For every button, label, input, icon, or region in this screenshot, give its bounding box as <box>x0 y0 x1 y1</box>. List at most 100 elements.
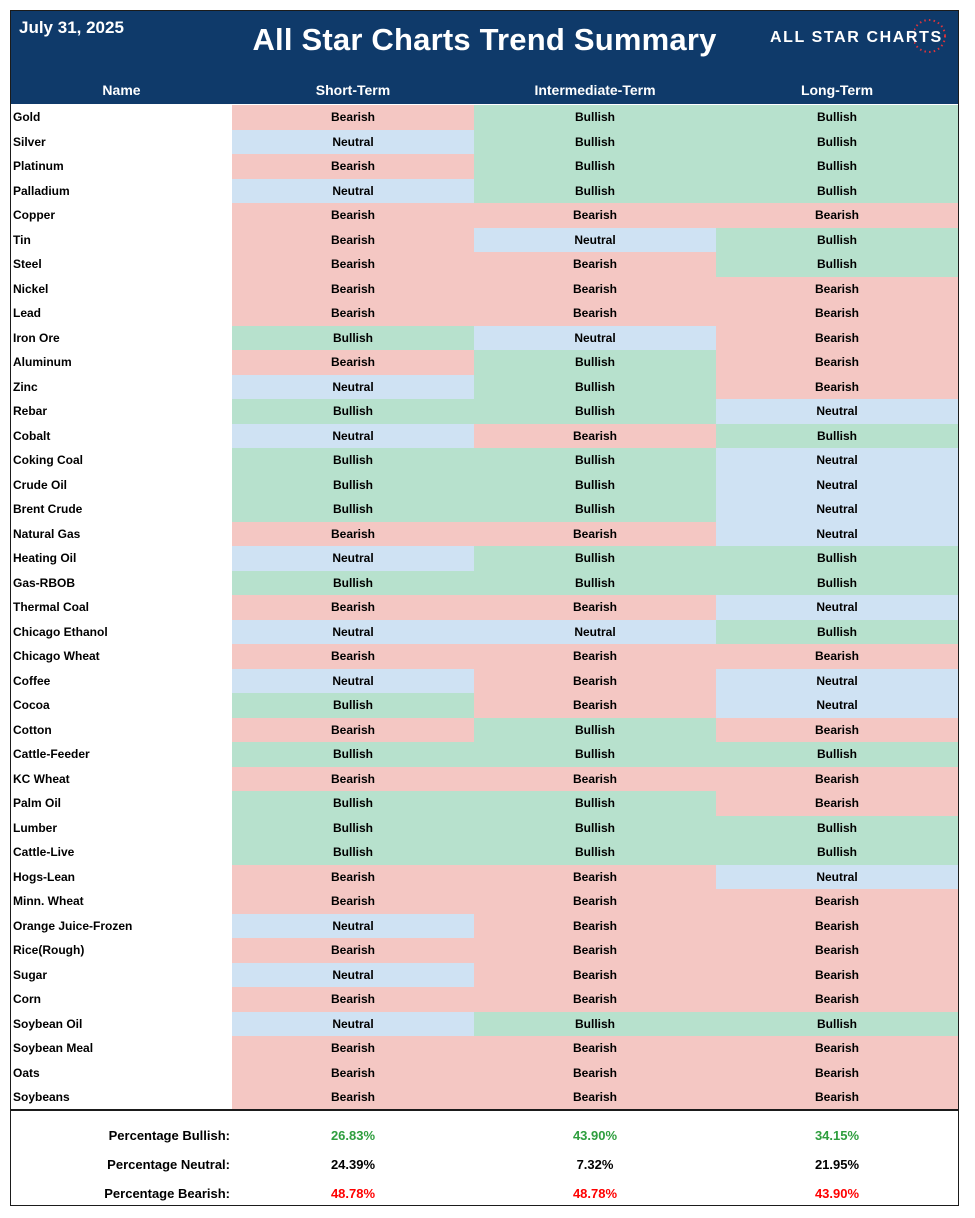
intermediate-term-trend: Bearish <box>474 962 716 987</box>
intermediate-term-trend: Bullish <box>474 742 716 767</box>
long-term-trend: Bearish <box>716 325 958 350</box>
commodity-name: Brent Crude <box>11 497 232 522</box>
long-term-trend: Bearish <box>716 374 958 399</box>
summary-label: Percentage Neutral: <box>107 1157 230 1172</box>
short-term-trend: Bullish <box>232 448 474 473</box>
commodity-name: Chicago Ethanol <box>11 619 232 644</box>
commodity-name: Soybeans <box>11 1085 232 1110</box>
table-row: Chicago Wheat Bearish Bearish Bearish <box>11 644 958 669</box>
long-term-trend: Bullish <box>716 105 958 130</box>
table-row: Cattle-Live Bullish Bullish Bullish <box>11 840 958 865</box>
intermediate-term-trend: Bearish <box>474 913 716 938</box>
table-row: Zinc Neutral Bullish Bearish <box>11 374 958 399</box>
short-term-trend: Bearish <box>232 1036 474 1061</box>
summary-label: Percentage Bearish: <box>104 1186 230 1201</box>
short-term-trend: Bullish <box>232 693 474 718</box>
commodity-name: Palm Oil <box>11 791 232 816</box>
commodity-name: Corn <box>11 987 232 1012</box>
table-row: Platinum Bearish Bullish Bullish <box>11 154 958 179</box>
long-term-trend: Bullish <box>716 1011 958 1036</box>
table-row: Gold Bearish Bullish Bullish <box>11 105 958 130</box>
short-term-trend: Bullish <box>232 399 474 424</box>
intermediate-term-trend: Bearish <box>474 1060 716 1085</box>
short-term-trend: Bearish <box>232 301 474 326</box>
short-term-trend: Bearish <box>232 889 474 914</box>
intermediate-term-trend: Bearish <box>474 301 716 326</box>
long-term-trend: Neutral <box>716 693 958 718</box>
short-term-trend: Neutral <box>232 619 474 644</box>
short-term-trend: Neutral <box>232 1011 474 1036</box>
intermediate-term-trend: Bearish <box>474 644 716 669</box>
intermediate-term-trend: Bullish <box>474 472 716 497</box>
short-term-trend: Bearish <box>232 644 474 669</box>
intermediate-term-trend: Bearish <box>474 1036 716 1061</box>
table-row: Oats Bearish Bearish Bearish <box>11 1060 958 1085</box>
table-row: Lead Bearish Bearish Bearish <box>11 301 958 326</box>
table-row: Coking Coal Bullish Bullish Neutral <box>11 448 958 473</box>
commodity-name: Cotton <box>11 717 232 742</box>
long-term-trend: Bullish <box>716 619 958 644</box>
intermediate-term-trend: Bearish <box>474 693 716 718</box>
long-term-trend: Bearish <box>716 644 958 669</box>
summary-row: Percentage Bearish: 48.78% 48.78% 43.90% <box>11 1179 958 1208</box>
commodity-name: Palladium <box>11 178 232 203</box>
table-row: KC Wheat Bearish Bearish Bearish <box>11 766 958 791</box>
table-row: Natural Gas Bearish Bearish Neutral <box>11 521 958 546</box>
summary-divider <box>11 1109 958 1111</box>
table-row: Palladium Neutral Bullish Bullish <box>11 178 958 203</box>
commodity-name: Sugar <box>11 962 232 987</box>
commodity-name: Steel <box>11 252 232 277</box>
column-header-long-term: Long-Term <box>800 82 874 98</box>
long-term-trend: Neutral <box>716 595 958 620</box>
long-term-trend: Neutral <box>716 521 958 546</box>
table-row: Nickel Bearish Bearish Bearish <box>11 276 958 301</box>
intermediate-term-trend: Bullish <box>474 570 716 595</box>
intermediate-term-trend: Neutral <box>474 227 716 252</box>
table-row: Coffee Neutral Bearish Neutral <box>11 668 958 693</box>
short-term-trend: Bullish <box>232 791 474 816</box>
intermediate-term-trend: Bullish <box>474 791 716 816</box>
table-row: Iron Ore Bullish Neutral Bearish <box>11 325 958 350</box>
summary-percentage: 48.78% <box>330 1186 376 1201</box>
table-row: Steel Bearish Bearish Bullish <box>11 252 958 277</box>
summary-percentage: 7.32% <box>576 1157 614 1172</box>
long-term-trend: Bearish <box>716 766 958 791</box>
table-row: Chicago Ethanol Neutral Neutral Bullish <box>11 619 958 644</box>
table-row: Aluminum Bearish Bullish Bearish <box>11 350 958 375</box>
short-term-trend: Neutral <box>232 962 474 987</box>
table-row: Cattle-Feeder Bullish Bullish Bullish <box>11 742 958 767</box>
long-term-trend: Bearish <box>716 276 958 301</box>
commodity-name: Nickel <box>11 276 232 301</box>
commodity-name: Tin <box>11 227 232 252</box>
table-row: Palm Oil Bullish Bullish Bearish <box>11 791 958 816</box>
long-term-trend: Bearish <box>716 350 958 375</box>
intermediate-term-trend: Bullish <box>474 815 716 840</box>
short-term-trend: Bullish <box>232 742 474 767</box>
commodity-name: Heating Oil <box>11 546 232 571</box>
table-row: Tin Bearish Neutral Bullish <box>11 227 958 252</box>
long-term-trend: Bearish <box>716 962 958 987</box>
short-term-trend: Bearish <box>232 864 474 889</box>
table-row: Heating Oil Neutral Bullish Bullish <box>11 546 958 571</box>
intermediate-term-trend: Bearish <box>474 938 716 963</box>
commodity-name: Natural Gas <box>11 521 232 546</box>
short-term-trend: Bearish <box>232 276 474 301</box>
intermediate-term-trend: Bullish <box>474 129 716 154</box>
long-term-trend: Bearish <box>716 1060 958 1085</box>
commodity-name: Cobalt <box>11 423 232 448</box>
short-term-trend: Bearish <box>232 227 474 252</box>
table-header: Name Short-Term Intermediate-Term Long-T… <box>11 75 958 105</box>
commodity-name: Oats <box>11 1060 232 1085</box>
long-term-trend: Neutral <box>716 864 958 889</box>
short-term-trend: Bearish <box>232 1060 474 1085</box>
commodity-name: Minn. Wheat <box>11 889 232 914</box>
table-row: Corn Bearish Bearish Bearish <box>11 987 958 1012</box>
table-row: Lumber Bullish Bullish Bullish <box>11 815 958 840</box>
table-row: Orange Juice-Frozen Neutral Bearish Bearish <box>11 913 958 938</box>
intermediate-term-trend: Neutral <box>474 325 716 350</box>
commodity-name: Orange Juice-Frozen <box>11 913 232 938</box>
short-term-trend: Bearish <box>232 521 474 546</box>
column-header-intermediate-term: Intermediate-Term <box>534 82 656 98</box>
commodity-name: Coffee <box>11 668 232 693</box>
table-row: Thermal Coal Bearish Bearish Neutral <box>11 595 958 620</box>
